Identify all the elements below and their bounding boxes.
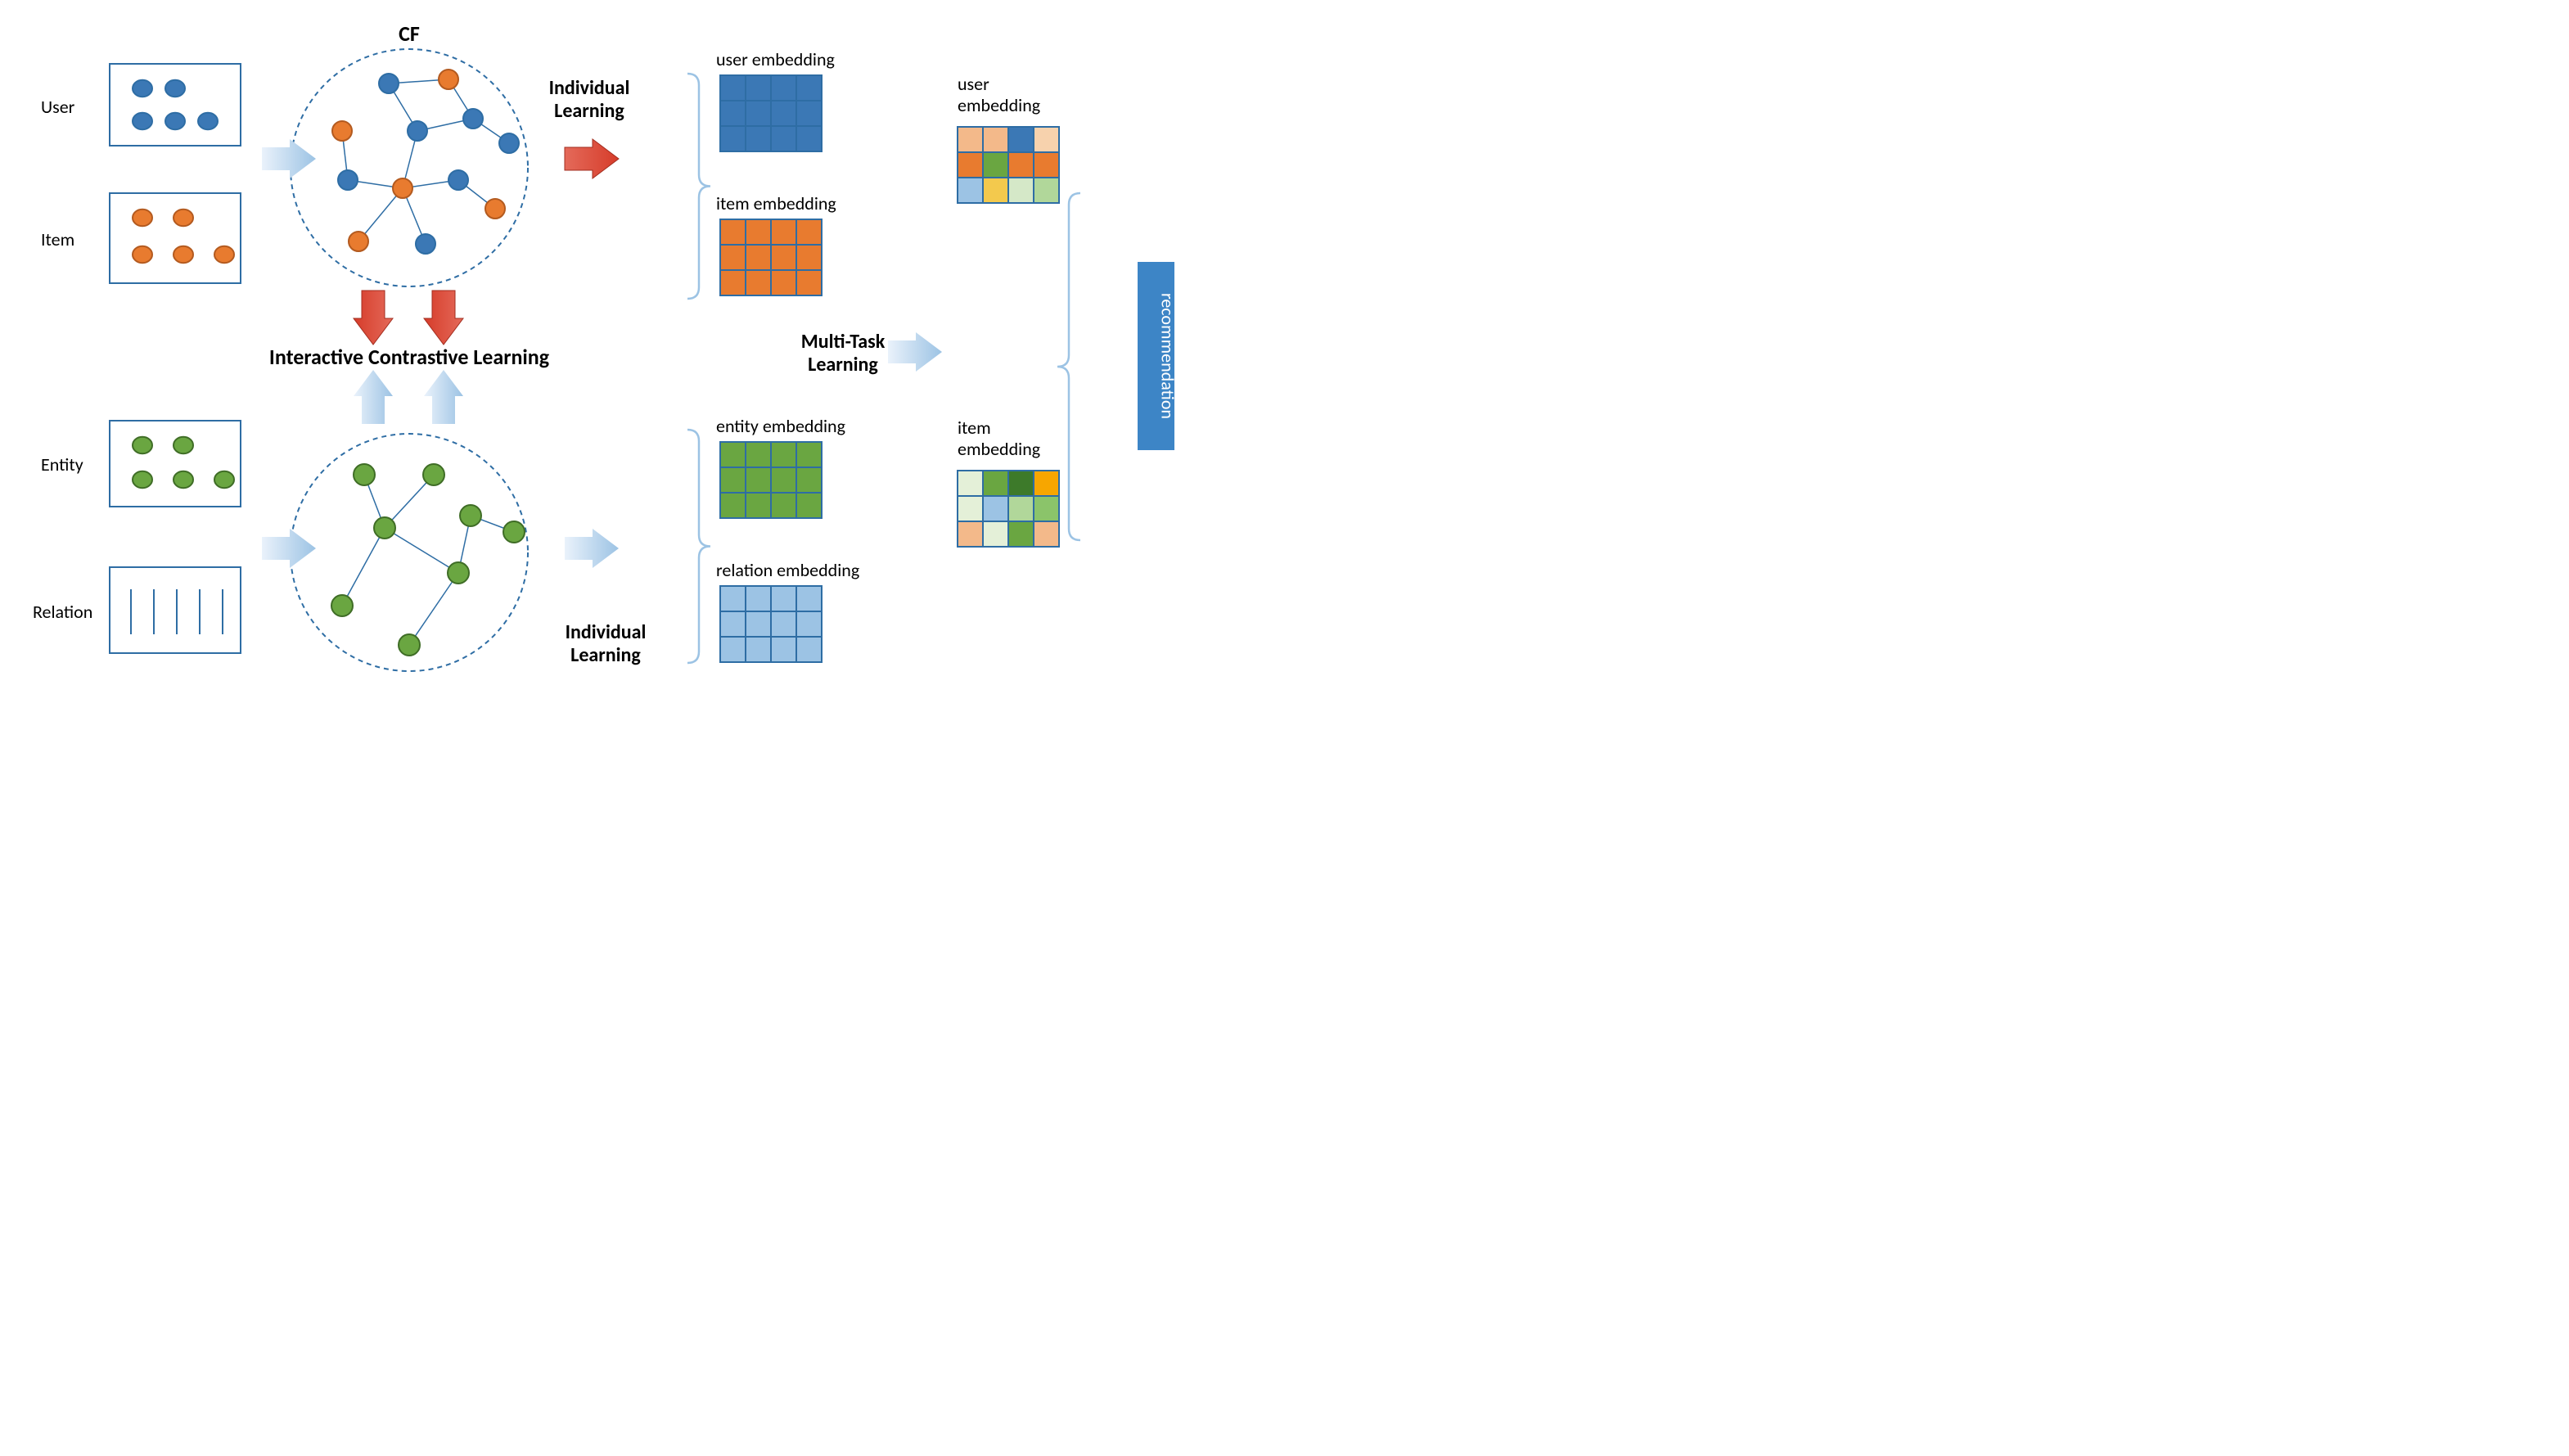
user-label: User bbox=[41, 96, 75, 118]
arrow bbox=[354, 291, 393, 345]
arrow bbox=[354, 370, 393, 424]
icl-label: Interactive Contrastive Learning bbox=[269, 344, 550, 370]
user-box bbox=[110, 64, 241, 146]
output-user-grid bbox=[958, 127, 1059, 203]
arrow bbox=[424, 291, 463, 345]
item-label: Item bbox=[41, 228, 74, 250]
indiv-learning-top: IndividualLearning bbox=[549, 76, 630, 123]
recommendation-label: recommendation bbox=[1157, 293, 1179, 419]
relation-box bbox=[110, 567, 241, 653]
out-item-emb-label: itemembedding bbox=[958, 417, 1040, 460]
kg-graph bbox=[331, 464, 525, 656]
arrow bbox=[565, 139, 619, 178]
diagram-canvas: User Item Entity Relation CF KG IndividualLear… bbox=[16, 16, 1195, 684]
entity-label: Entity bbox=[41, 453, 83, 476]
brace-output bbox=[1057, 193, 1080, 540]
entity-box bbox=[110, 421, 241, 507]
cf-circle bbox=[291, 49, 528, 286]
kg-title: KG bbox=[397, 679, 421, 684]
output-item-grid bbox=[958, 471, 1059, 547]
user-emb-grid bbox=[720, 75, 822, 151]
cf-title: CF bbox=[399, 20, 420, 47]
item-emb-label: item embedding bbox=[716, 192, 836, 214]
relation-emb-grid bbox=[720, 586, 822, 662]
arrow bbox=[424, 370, 463, 424]
relation-emb-label: relation embedding bbox=[716, 559, 859, 581]
brace-emb-bot bbox=[687, 430, 710, 663]
relation-label: Relation bbox=[33, 601, 92, 623]
item-emb-grid bbox=[720, 219, 822, 295]
cf-graph bbox=[332, 70, 519, 254]
arrow bbox=[262, 139, 316, 178]
arrow bbox=[262, 529, 316, 568]
indiv-learning-bot: IndividualLearning bbox=[566, 620, 647, 667]
entity-emb-label: entity embedding bbox=[716, 415, 845, 437]
arrow bbox=[565, 529, 619, 568]
brace-emb-top bbox=[687, 74, 710, 299]
out-user-emb-label: userembedding bbox=[958, 73, 1040, 116]
arrow bbox=[888, 332, 942, 372]
item-box bbox=[110, 193, 241, 283]
entity-emb-grid bbox=[720, 442, 822, 518]
mtl-label: Multi-TaskLearning bbox=[801, 330, 886, 376]
user-emb-label: user embedding bbox=[716, 48, 835, 70]
